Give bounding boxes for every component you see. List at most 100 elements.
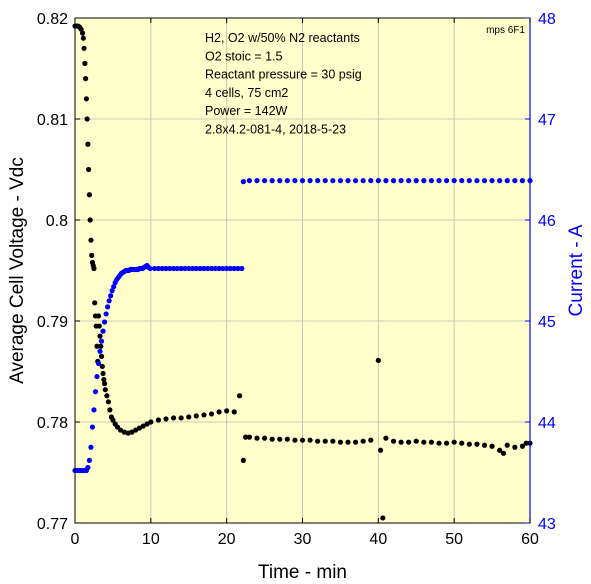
voltage-point xyxy=(97,333,103,339)
current-point xyxy=(189,265,196,272)
voltage-point xyxy=(406,439,412,445)
current-point xyxy=(307,178,313,184)
y-left-tick-label: 0.81 xyxy=(37,112,68,129)
voltage-point xyxy=(201,412,207,418)
current-point xyxy=(91,407,97,413)
current-point xyxy=(299,178,306,184)
voltage-point xyxy=(86,192,93,198)
voltage-point xyxy=(413,438,419,444)
x-tick-label: 60 xyxy=(521,531,539,548)
y-right-tick-label: 46 xyxy=(538,213,556,230)
voltage-point xyxy=(315,438,321,444)
voltage-point xyxy=(337,439,344,445)
voltage-point xyxy=(163,416,169,422)
voltage-point xyxy=(330,438,336,444)
x-axis-ticks: 0 10 20 30 40 50 60 xyxy=(71,18,539,548)
voltage-point xyxy=(466,441,472,447)
voltage-point xyxy=(99,363,105,370)
current-point xyxy=(111,284,117,290)
current-point xyxy=(246,178,253,184)
current-point xyxy=(428,178,435,184)
voltage-point xyxy=(155,417,162,423)
voltage-point xyxy=(345,439,351,445)
current-point xyxy=(254,178,260,184)
current-point xyxy=(159,265,165,272)
current-point xyxy=(167,265,173,272)
voltage-point xyxy=(443,440,450,446)
annotation-line: Reactant pressure = 30 psig xyxy=(205,68,362,82)
current-point xyxy=(103,311,109,317)
current-point xyxy=(89,424,96,430)
voltage-point xyxy=(390,438,397,444)
current-point xyxy=(360,178,366,184)
voltage-point xyxy=(148,419,154,425)
current-point xyxy=(398,178,404,184)
y-left-tick-label: 0.82 xyxy=(37,11,68,28)
current-point xyxy=(220,265,226,272)
current-point xyxy=(474,178,480,184)
voltage-point xyxy=(82,60,88,67)
voltage-point xyxy=(299,437,306,443)
current-point xyxy=(100,328,106,334)
voltage-point xyxy=(216,409,222,415)
voltage-point xyxy=(80,35,86,41)
voltage-point xyxy=(284,436,290,442)
y-left-tick-label: 0.79 xyxy=(37,314,68,331)
voltage-point xyxy=(186,414,192,420)
current-point xyxy=(337,178,344,184)
x-tick-label: 40 xyxy=(369,531,387,548)
voltage-point xyxy=(436,440,442,446)
voltage-point xyxy=(104,393,110,399)
voltage-point xyxy=(240,457,246,463)
y-left-tick-label: 0.8 xyxy=(46,213,68,230)
current-point xyxy=(101,319,108,325)
current-point xyxy=(163,265,169,272)
x-tick-label: 0 xyxy=(71,531,80,548)
voltage-point xyxy=(269,436,275,442)
y-left-tick-label: 0.77 xyxy=(37,516,68,533)
voltage-point xyxy=(378,447,384,453)
current-point xyxy=(106,298,112,304)
y-left-axis-title: Average Cell Voltage - Vdc xyxy=(7,157,28,384)
voltage-point xyxy=(101,381,108,387)
current-point xyxy=(152,265,158,272)
current-point xyxy=(459,178,465,184)
voltage-point xyxy=(84,116,90,122)
voltage-point xyxy=(243,434,249,440)
current-point xyxy=(240,179,246,185)
current-point xyxy=(269,178,275,184)
current-point xyxy=(519,178,526,184)
voltage-point xyxy=(86,166,92,173)
annotation-line: 2.8x4.2-081-4, 2018-5-23 xyxy=(205,123,346,137)
current-point xyxy=(489,178,495,184)
current-point xyxy=(85,464,91,471)
current-point xyxy=(205,265,211,272)
voltage-point xyxy=(292,437,298,443)
current-point xyxy=(284,178,290,184)
current-point xyxy=(174,265,180,272)
x-tick-label: 10 xyxy=(142,531,160,548)
voltage-point xyxy=(368,437,374,443)
current-point xyxy=(345,178,351,184)
voltage-point xyxy=(481,442,488,448)
voltage-point xyxy=(94,343,100,349)
voltage-point xyxy=(95,313,102,319)
voltage-point xyxy=(85,141,91,147)
voltage-point xyxy=(428,439,435,445)
voltage-point xyxy=(96,323,102,329)
current-point xyxy=(170,265,177,272)
current-point xyxy=(105,304,111,310)
current-point xyxy=(201,265,207,272)
series-voltage xyxy=(72,23,533,521)
voltage-point xyxy=(208,411,215,417)
current-point xyxy=(231,265,237,272)
voltage-point xyxy=(231,409,237,415)
voltage-point xyxy=(170,415,177,421)
voltage-point xyxy=(87,217,93,223)
current-point xyxy=(186,265,192,272)
current-point xyxy=(95,360,102,367)
current-point xyxy=(497,178,503,184)
voltage-point xyxy=(500,450,507,456)
annotation-block: H2, O2 w/50% N2 reactants O2 stoic = 1.5… xyxy=(205,31,362,137)
current-point xyxy=(88,444,94,450)
